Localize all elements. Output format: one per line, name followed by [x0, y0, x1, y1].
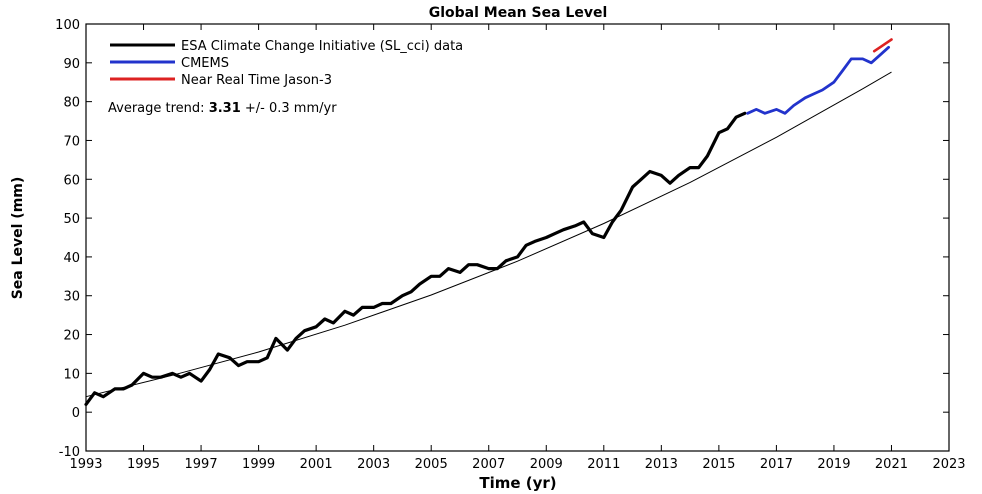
x-tick-label: 2013 — [645, 457, 678, 472]
legend-label-3: Near Real Time Jason-3 — [181, 73, 332, 88]
trend-annotation-suffix: +/- 0.3 mm/yr — [241, 101, 337, 116]
x-tick-label: 2017 — [760, 457, 793, 472]
y-tick-label: 100 — [55, 18, 80, 33]
plot-layer: 1993 1995 1997 1999 2001 2003 2005 2007 2009 2011… — [55, 18, 965, 472]
trend-annotation-prefix: Average trend: — [108, 101, 209, 116]
chart-title: Global Mean Sea Level — [429, 5, 608, 21]
x-tick-label: 1999 — [242, 457, 275, 472]
legend: ESA Climate Change Initiative (SL_cci) d… — [110, 39, 463, 88]
series-line-3 — [872, 38, 893, 53]
x-tick-label: 2009 — [530, 457, 563, 472]
trend-annotation: Average trend: 3.31 +/- 0.3 mm/yr — [108, 101, 337, 116]
x-tick-label: 2023 — [932, 457, 965, 472]
x-tick-label: 1995 — [127, 457, 160, 472]
y-tick-label: 40 — [63, 251, 80, 266]
y-tick-label: 20 — [63, 329, 80, 344]
x-tick-label: 1997 — [185, 457, 218, 472]
series-line-1 — [84, 111, 747, 406]
trend-line — [85, 71, 892, 398]
x-tick-label: 2001 — [300, 457, 333, 472]
x-tick-label: 2011 — [587, 457, 620, 472]
x-tick-label: 2003 — [357, 457, 390, 472]
x-tick-label: 2005 — [415, 457, 448, 472]
trend-annotation-value: 3.31 — [209, 101, 241, 116]
y-tick-label: 90 — [63, 57, 80, 72]
plot-frame — [85, 23, 950, 452]
x-axis-title: Time (yr) — [479, 474, 556, 492]
x-tick-label: 2007 — [472, 457, 505, 472]
y-tick-label: 60 — [63, 173, 80, 188]
y-tick-label: -10 — [59, 445, 80, 460]
legend-label-2: CMEMS — [181, 56, 229, 71]
y-tick-label: 70 — [63, 134, 80, 149]
series-line-2 — [746, 45, 890, 115]
x-tick-label: 2015 — [702, 457, 735, 472]
y-tick-label: 10 — [63, 367, 80, 382]
y-tick-label: 50 — [63, 212, 80, 227]
x-tick-label: 2021 — [875, 457, 908, 472]
legend-label-1: ESA Climate Change Initiative (SL_cci) d… — [181, 39, 463, 54]
y-tick-label: 80 — [63, 96, 80, 111]
x-tick-label: 2019 — [817, 457, 850, 472]
y-axis-title: Sea Level (mm) — [10, 177, 26, 300]
x-tick-label: 1993 — [69, 457, 102, 472]
y-tick-label: 0 — [72, 406, 80, 421]
y-tick-label: 30 — [63, 290, 80, 305]
